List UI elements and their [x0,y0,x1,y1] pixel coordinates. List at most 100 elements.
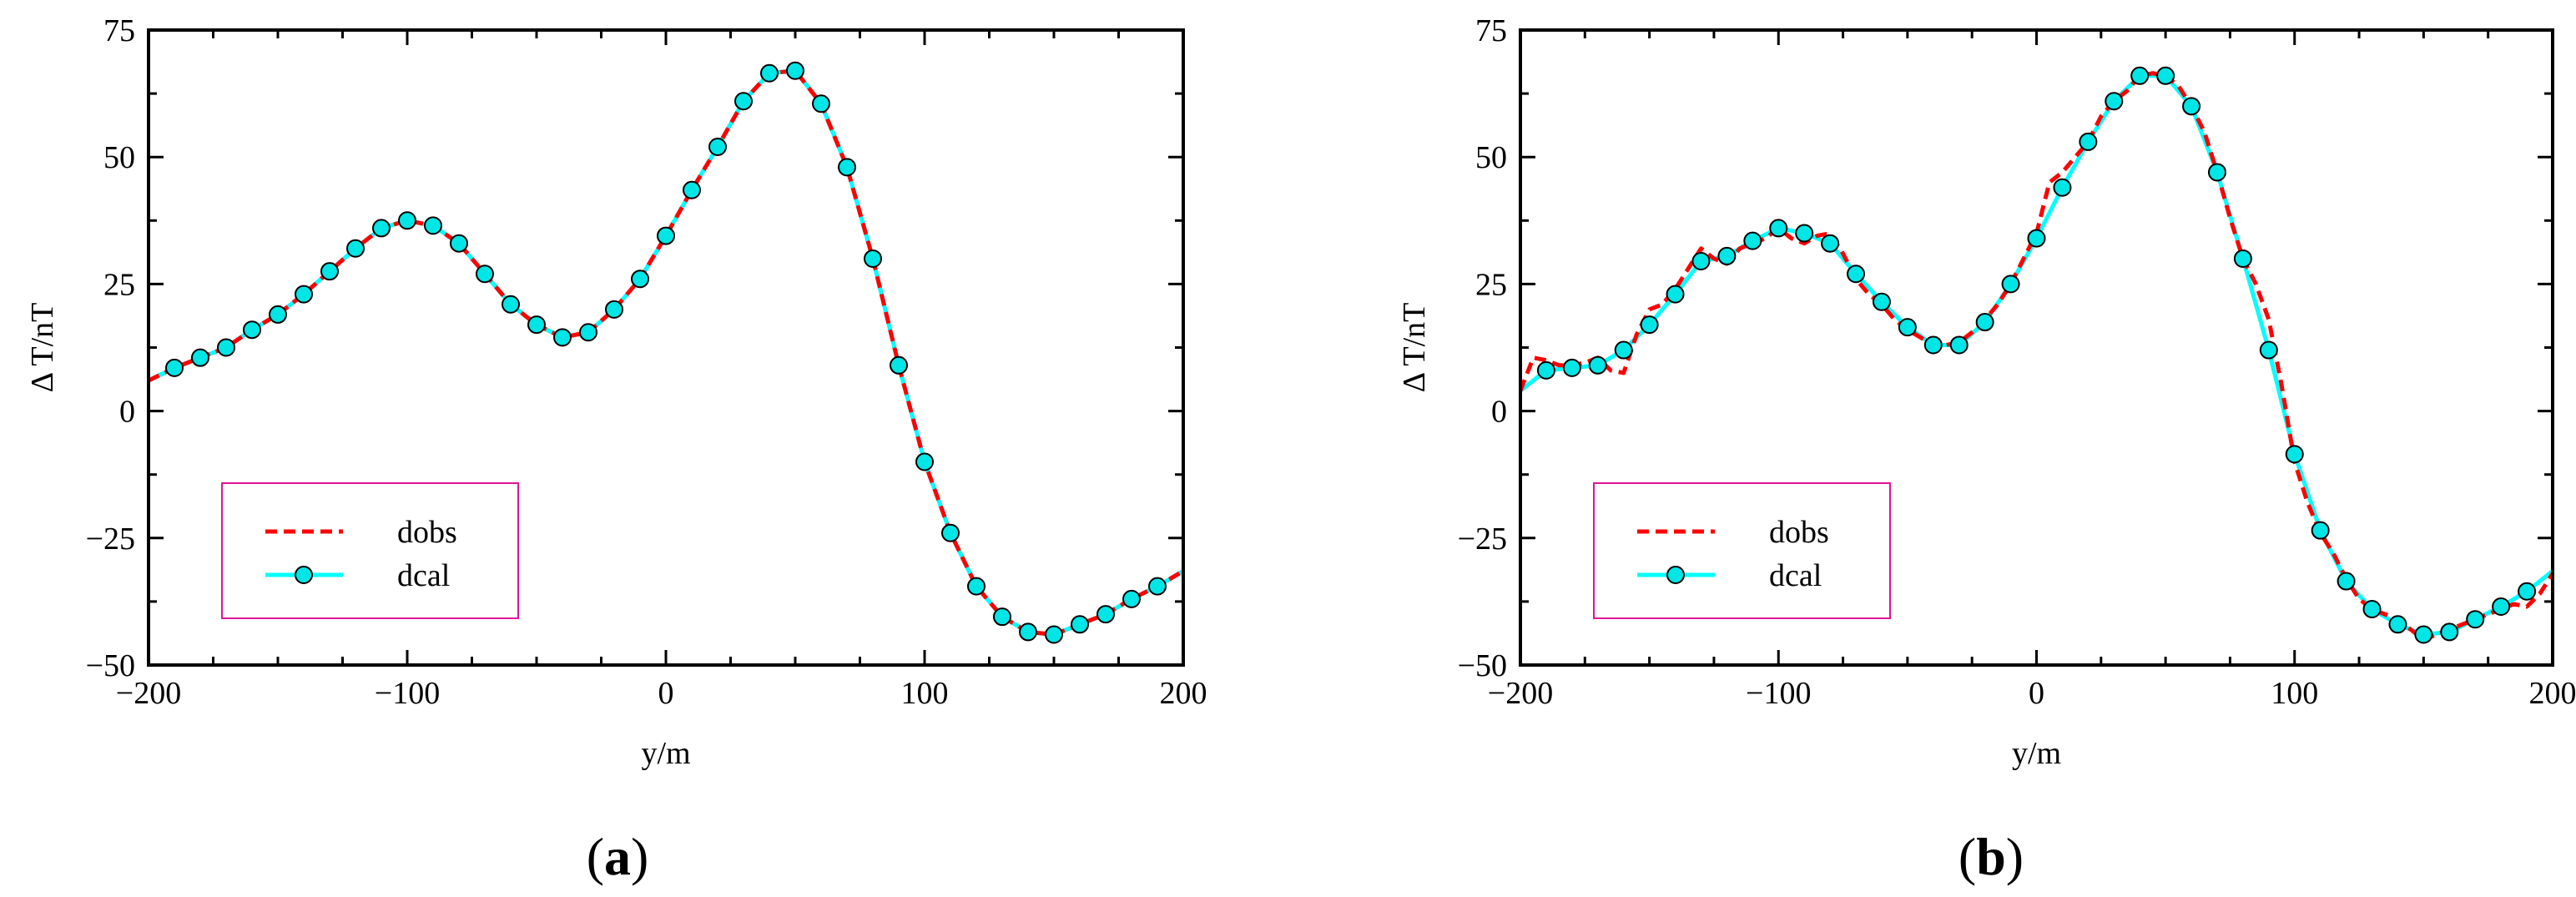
y-axis-title-b: Δ T/nT [1397,303,1432,393]
dcal-point [191,348,209,367]
x-tick-label: −200 [1488,676,1553,711]
dcal-point [553,328,572,347]
dcal-point [760,63,779,83]
dcal-point [993,607,1011,627]
dcal-point [1769,219,1788,238]
dcal-point [1045,625,1063,644]
dcal-point [2440,622,2459,642]
x-tick-label: 0 [2029,676,2044,711]
dcal-point [295,285,313,304]
dcal-point [1071,615,1089,634]
dcal-point [476,265,494,284]
dcal-point [838,158,856,177]
dcal-point [1743,231,1762,250]
dcal-point [1148,577,1167,596]
dcal-point [605,300,623,319]
x-tick-label: 100 [2271,676,2318,711]
dcal-point [2027,229,2046,248]
dcal-point [2053,178,2072,197]
panel-label-a-close: ) [631,827,648,886]
panel-label-a: (a) [587,827,649,886]
dcal-point [683,180,701,199]
dcal-point [527,315,546,335]
dcal-point [2362,600,2382,619]
dcal-point [2311,521,2330,540]
legend-box-a [221,482,519,619]
dcal-point [1872,292,1891,311]
dcal-point [2285,445,2304,464]
dcal-point [1536,360,1555,380]
plot-frame-a [147,28,1185,667]
x-tick-label: 200 [1160,676,1207,711]
dcal-point [579,323,597,342]
dcal-point [812,94,830,113]
dcal-point [1562,358,1581,377]
dcal-point [346,239,365,258]
legend-dobs-label-b: dobs [1769,515,1829,550]
dcal-point [372,219,391,238]
dcal-point [1898,318,1917,337]
dcal-point [320,262,339,281]
dcal-point [890,355,908,375]
dcal-point [1691,252,1711,271]
dcal-point [1019,622,1037,642]
dcal-point [2492,597,2511,616]
y-tick-label: 0 [1491,395,1507,430]
dcal-point [1795,224,1814,243]
dcal-point [657,226,675,245]
legend-a: dobs dcal [221,482,519,619]
legend-dcal-label-a: dcal [397,558,450,593]
dcal-point [1821,234,1840,253]
dcal-point [398,211,416,230]
dcal-point [1122,589,1141,608]
y-tick-label: 50 [103,140,135,175]
y-tick-label: −50 [86,648,135,683]
dobs-series-line [149,68,1183,637]
legend-dobs-label-a: dobs [397,515,457,550]
dcal-point [1717,246,1737,265]
panel-a: −200 −100 0 100 200 −50 −25 0 25 50 75 y/m Δ T/nT… [25,13,1207,886]
dcal-point [1923,335,1943,355]
panel-label-b-open: ( [1958,827,1976,886]
legend-box-b [1593,482,1891,619]
dcal-point [2337,572,2356,591]
panel-label-a-letter: a [604,827,631,886]
x-axis-title-a: y/m [641,736,690,771]
dcal-point [915,452,934,471]
dcal-point [734,92,753,111]
y-tick-label: −25 [1458,522,1507,557]
dcal-point [424,216,442,235]
dcal-point [2156,66,2175,85]
dcal-point [1614,340,1633,360]
y-tick-label: −25 [86,522,135,557]
plot-frame-b [1519,28,2554,667]
dcal-point [786,61,804,80]
x-tick-label: 0 [658,676,674,711]
dcal-point [1588,355,1607,375]
y-tick-label: 25 [1475,267,1507,302]
dcal-point [1847,265,1866,284]
dcal-point [2259,340,2278,360]
dcal-point [2130,66,2150,85]
dcal-point [2466,610,2485,629]
legend-b: dobs dcal [1593,482,1891,619]
dcal-point [269,305,287,324]
x-axis-title-b: y/m [2012,736,2061,771]
legend-dcal-marker-a [295,566,313,584]
dcal-point [2001,275,2020,294]
x-tick-label: 100 [901,676,949,711]
dcal-point [502,295,520,314]
y-tick-label: 75 [1475,13,1507,48]
x-tick-label: 200 [2529,676,2576,711]
panel-label-b: (b) [1958,827,2024,886]
dcal-point [2079,132,2098,151]
dcal-point [2182,97,2201,116]
dcal-point [2518,582,2537,601]
dcal-point [217,338,235,357]
dcal-point [450,234,468,253]
dcal-point [1640,315,1659,335]
dcal-point [864,249,882,268]
dcal-point [1975,313,1994,332]
